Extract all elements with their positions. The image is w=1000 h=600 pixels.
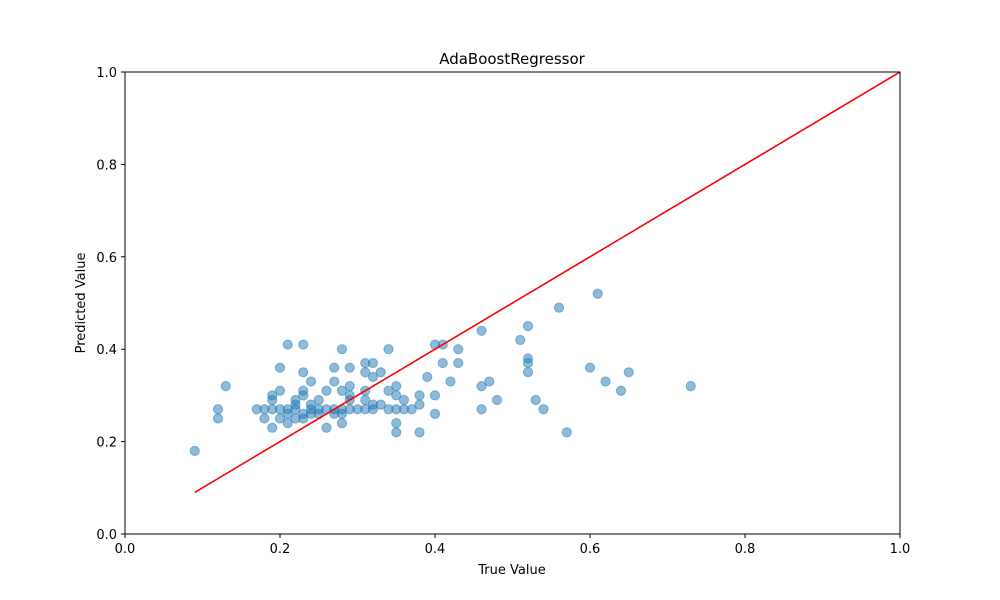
data-point-2 bbox=[212, 413, 224, 424]
data-point-60 bbox=[367, 371, 379, 383]
data-point-43 bbox=[336, 344, 348, 355]
data-point-63 bbox=[375, 367, 386, 378]
data-point-86 bbox=[453, 344, 464, 355]
data-point-12 bbox=[274, 385, 286, 396]
x-tick-label: 0.2 bbox=[270, 542, 291, 557]
data-point-0 bbox=[189, 445, 200, 456]
data-point-64 bbox=[375, 399, 386, 410]
data-point-78 bbox=[414, 427, 425, 438]
y-tick-label: 0.6 bbox=[96, 251, 117, 266]
reference-line-layer bbox=[194, 71, 901, 494]
data-point-102 bbox=[584, 362, 596, 373]
data-point-68 bbox=[391, 381, 402, 392]
data-point-6 bbox=[259, 413, 270, 424]
data-point-44 bbox=[336, 385, 348, 396]
data-point-94 bbox=[522, 321, 534, 332]
data-point-106 bbox=[623, 367, 634, 378]
data-point-49 bbox=[344, 381, 355, 392]
data-point-10 bbox=[267, 422, 278, 433]
data-point-93 bbox=[515, 334, 526, 346]
x-tick-label: 0.4 bbox=[425, 542, 446, 557]
chart-title: AdaBoostRegressor bbox=[439, 50, 585, 68]
data-point-36 bbox=[321, 385, 332, 396]
data-point-97 bbox=[522, 367, 534, 378]
y-tick-label: 0.4 bbox=[96, 343, 117, 358]
plot-frame bbox=[124, 71, 901, 535]
data-point-8 bbox=[267, 394, 278, 406]
data-point-28 bbox=[298, 413, 309, 424]
data-point-104 bbox=[600, 376, 611, 387]
data-point-91 bbox=[484, 376, 495, 387]
data-point-18 bbox=[282, 418, 293, 429]
y-tick-label: 1.0 bbox=[96, 66, 117, 81]
y-axis-label: Predicted Value bbox=[74, 253, 89, 354]
y-tick-label: 0.0 bbox=[96, 528, 117, 543]
data-point-73 bbox=[398, 394, 410, 406]
data-point-101 bbox=[561, 427, 572, 438]
data-point-55 bbox=[360, 367, 371, 378]
data-point-39 bbox=[329, 362, 340, 373]
x-tick-label: 0.8 bbox=[735, 542, 756, 557]
reference-line bbox=[194, 71, 901, 494]
data-point-84 bbox=[437, 357, 448, 369]
points-layer bbox=[189, 288, 696, 456]
data-point-29 bbox=[305, 376, 317, 387]
data-point-105 bbox=[615, 385, 627, 396]
data-point-15 bbox=[282, 339, 293, 350]
data-point-65 bbox=[383, 344, 394, 355]
y-tick-label: 0.8 bbox=[96, 158, 117, 173]
data-point-87 bbox=[453, 357, 464, 369]
data-point-92 bbox=[491, 394, 503, 406]
data-point-85 bbox=[445, 376, 456, 387]
data-point-47 bbox=[336, 418, 348, 429]
data-point-99 bbox=[538, 404, 549, 415]
data-point-48 bbox=[344, 362, 355, 373]
y-tick-label: 0.2 bbox=[96, 436, 117, 451]
x-tick-label: 1.0 bbox=[890, 542, 911, 557]
data-point-14 bbox=[274, 413, 286, 424]
data-point-59 bbox=[367, 357, 379, 369]
data-point-38 bbox=[321, 422, 332, 433]
data-point-23 bbox=[298, 339, 309, 350]
data-point-76 bbox=[414, 390, 425, 401]
data-point-24 bbox=[298, 367, 309, 378]
data-point-33 bbox=[313, 394, 324, 406]
data-point-107 bbox=[685, 381, 696, 392]
x-tick-label: 0.0 bbox=[115, 542, 136, 557]
data-point-90 bbox=[476, 404, 487, 415]
data-point-103 bbox=[592, 288, 603, 299]
data-point-96 bbox=[522, 357, 534, 369]
axes-layer: 0.0 0.2 0.4 0.6 0.8 1.0 0.0 0.2 0.4 0.6 0.8 1.0 bbox=[96, 66, 910, 557]
x-axis-label: True Value bbox=[477, 563, 545, 578]
data-point-11 bbox=[274, 362, 286, 373]
x-tick-label: 0.6 bbox=[580, 542, 601, 557]
data-point-77 bbox=[414, 399, 425, 410]
data-point-40 bbox=[329, 376, 340, 387]
data-point-69 bbox=[391, 390, 402, 401]
data-point-81 bbox=[429, 390, 441, 401]
data-point-1 bbox=[212, 404, 224, 415]
data-point-100 bbox=[553, 302, 565, 313]
data-point-82 bbox=[429, 408, 441, 419]
data-point-79 bbox=[422, 371, 433, 383]
data-point-66 bbox=[383, 385, 394, 396]
data-point-75 bbox=[406, 404, 417, 415]
data-point-71 bbox=[391, 418, 402, 429]
data-point-62 bbox=[367, 404, 379, 415]
data-point-88 bbox=[476, 325, 487, 336]
data-point-26 bbox=[298, 390, 309, 401]
data-point-3 bbox=[220, 381, 231, 392]
data-point-89 bbox=[476, 381, 487, 392]
data-point-72 bbox=[391, 427, 402, 438]
data-point-98 bbox=[530, 394, 541, 406]
